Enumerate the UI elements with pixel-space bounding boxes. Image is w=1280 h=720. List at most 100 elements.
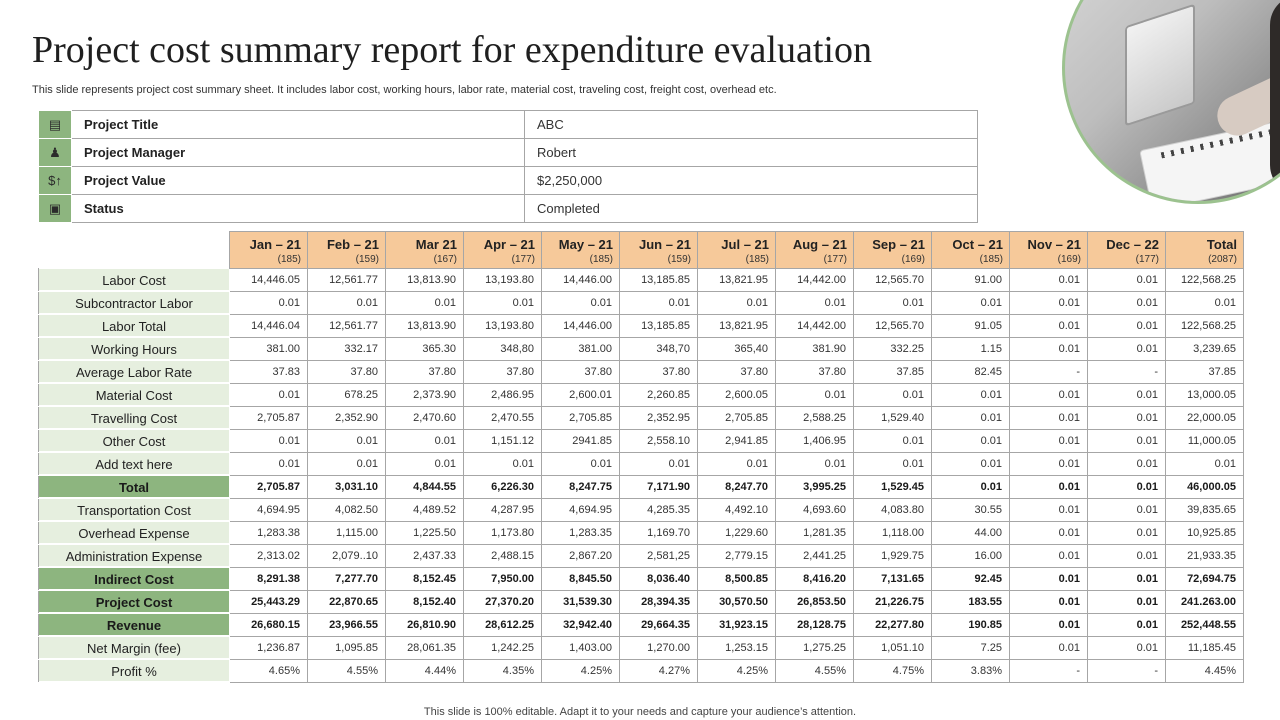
table-cell: 0.01 bbox=[229, 452, 308, 476]
table-cell: 1,275.25 bbox=[775, 636, 854, 660]
table-cell: 2941.85 bbox=[541, 429, 620, 453]
table-cell: 0.01 bbox=[1009, 314, 1088, 338]
table-cell: 2,581,25 bbox=[619, 544, 698, 568]
table-cell: 13,193.80 bbox=[463, 314, 542, 338]
table-cell: 13,185.85 bbox=[619, 268, 698, 292]
table-cell: 3,239.65 bbox=[1165, 337, 1244, 361]
table-cell: 4.45% bbox=[1165, 659, 1244, 683]
column-header: Total (2087) bbox=[1165, 231, 1244, 269]
table-cell: - bbox=[1009, 360, 1088, 384]
table-row: Overhead Expense 1,283.38 1,115.00 1,225.50… bbox=[38, 521, 1244, 545]
table-cell: 12,561.77 bbox=[307, 268, 386, 292]
table-cell: 1,929.75 bbox=[853, 544, 932, 568]
column-month: Dec – 22 bbox=[1106, 236, 1159, 252]
table-cell: 0.01 bbox=[1087, 475, 1166, 499]
table-cell: 2,373.90 bbox=[385, 383, 464, 407]
info-row-project-manager: ♟ Project Manager Robert bbox=[38, 138, 978, 167]
table-cell: 8,152.45 bbox=[385, 567, 464, 591]
table-cell: 0.01 bbox=[1087, 268, 1166, 292]
table-row: Labor Cost 14,446.05 12,561.77 13,813.90 13,… bbox=[38, 268, 1244, 292]
table-cell: 37.85 bbox=[853, 360, 932, 384]
table-cell: 12,561.77 bbox=[307, 314, 386, 338]
table-cell: 91.05 bbox=[931, 314, 1010, 338]
column-header: Sep – 21 (169) bbox=[853, 231, 932, 269]
table-cell: 0.01 bbox=[1009, 429, 1088, 453]
table-cell: 0.01 bbox=[853, 429, 932, 453]
table-cell: 22,000.05 bbox=[1165, 406, 1244, 430]
row-label: Indirect Cost bbox=[38, 567, 230, 591]
table-cell: 37.80 bbox=[775, 360, 854, 384]
table-cell: 72,694.75 bbox=[1165, 567, 1244, 591]
table-cell: 0.01 bbox=[1009, 636, 1088, 660]
table-cell: 0.01 bbox=[1087, 337, 1166, 361]
table-row: Indirect Cost 8,291.38 7,277.70 8,152.45 7,9… bbox=[38, 567, 1244, 591]
table-row: Net Margin (fee) 1,236.87 1,095.85 28,061.3… bbox=[38, 636, 1244, 660]
table-cell: 28,061.35 bbox=[385, 636, 464, 660]
table-cell: 14,446.00 bbox=[541, 268, 620, 292]
table-row: Other Cost 0.01 0.01 0.01 1,151.12 2941.85 2,5… bbox=[38, 429, 1244, 453]
table-cell: 4.27% bbox=[619, 659, 698, 683]
column-header: Feb – 21 (159) bbox=[307, 231, 386, 269]
table-cell: 7.25 bbox=[931, 636, 1010, 660]
column-count: (169) bbox=[901, 253, 925, 265]
table-cell: 1,270.00 bbox=[619, 636, 698, 660]
table-cell: 0.01 bbox=[1087, 429, 1166, 453]
table-cell: 0.01 bbox=[1009, 544, 1088, 568]
table-cell: 13,193.80 bbox=[463, 268, 542, 292]
table-cell: 4.25% bbox=[541, 659, 620, 683]
table-row: Material Cost 0.01 678.25 2,373.90 2,486.95 2… bbox=[38, 383, 1244, 407]
table-cell: 0.01 bbox=[385, 452, 464, 476]
table-cell: 365.30 bbox=[385, 337, 464, 361]
table-row: Profit % 4.65% 4.55% 4.44% 4.35% 4.25% 4.27% 4.… bbox=[38, 659, 1244, 683]
table-cell: 0.01 bbox=[697, 452, 776, 476]
table-cell: 12,565.70 bbox=[853, 268, 932, 292]
table-cell: 14,442.00 bbox=[775, 268, 854, 292]
table-cell: 332.17 bbox=[307, 337, 386, 361]
table-cell: 2,588.25 bbox=[775, 406, 854, 430]
project-info-table: ▤ Project Title ABC ♟ Project Manager Ro… bbox=[38, 110, 978, 223]
table-cell: 0.01 bbox=[463, 452, 542, 476]
column-count: (177) bbox=[511, 253, 535, 265]
table-cell: 1,529.45 bbox=[853, 475, 932, 499]
table-cell: 4,694.95 bbox=[229, 498, 308, 522]
column-header: Mar 21 (167) bbox=[385, 231, 464, 269]
table-cell: 1,229.60 bbox=[697, 521, 776, 545]
info-row-status: ▣ Status Completed bbox=[38, 194, 978, 223]
table-cell: 3.83% bbox=[931, 659, 1010, 683]
column-count: (185) bbox=[979, 253, 1003, 265]
table-cell: 8,416.20 bbox=[775, 567, 854, 591]
table-cell: 0.01 bbox=[541, 452, 620, 476]
table-cell: 4.75% bbox=[853, 659, 932, 683]
table-cell: 183.55 bbox=[931, 590, 1010, 614]
table-cell: 0.01 bbox=[1087, 567, 1166, 591]
column-month: May – 21 bbox=[558, 236, 613, 252]
table-cell: 37.80 bbox=[541, 360, 620, 384]
table-cell: 4,492.10 bbox=[697, 498, 776, 522]
table-cell: 1,283.38 bbox=[229, 521, 308, 545]
table-cell: 26,680.15 bbox=[229, 613, 308, 637]
table-cell: 37.80 bbox=[697, 360, 776, 384]
column-header: Apr – 21 (177) bbox=[463, 231, 542, 269]
table-cell: 0.01 bbox=[775, 452, 854, 476]
table-cell: 0.01 bbox=[1087, 636, 1166, 660]
table-cell: 4.55% bbox=[307, 659, 386, 683]
table-cell: 4.35% bbox=[463, 659, 542, 683]
table-cell: 2,600.05 bbox=[697, 383, 776, 407]
table-cell: 11,000.05 bbox=[1165, 429, 1244, 453]
table-cell: 4.44% bbox=[385, 659, 464, 683]
table-cell: 0.01 bbox=[931, 291, 1010, 315]
info-label: Project Manager bbox=[71, 138, 525, 167]
table-cell: 1,095.85 bbox=[307, 636, 386, 660]
table-cell: 37.80 bbox=[385, 360, 464, 384]
table-cell: 37.83 bbox=[229, 360, 308, 384]
table-cell: 14,442.00 bbox=[775, 314, 854, 338]
table-cell: 0.01 bbox=[853, 383, 932, 407]
table-cell: 0.01 bbox=[1087, 521, 1166, 545]
table-cell: 1,173.80 bbox=[463, 521, 542, 545]
table-cell: 16.00 bbox=[931, 544, 1010, 568]
table-cell: 2,705.85 bbox=[697, 406, 776, 430]
table-cell: 44.00 bbox=[931, 521, 1010, 545]
row-label: Working Hours bbox=[38, 337, 230, 361]
table-cell: 1,529.40 bbox=[853, 406, 932, 430]
table-row: Total 2,705.87 3,031.10 4,844.55 6,226.30 8,2… bbox=[38, 475, 1244, 499]
